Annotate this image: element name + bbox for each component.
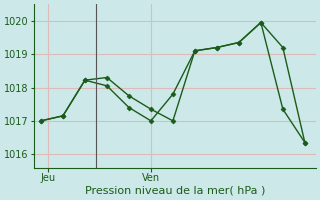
X-axis label: Pression niveau de la mer( hPa ): Pression niveau de la mer( hPa ) (85, 186, 265, 196)
